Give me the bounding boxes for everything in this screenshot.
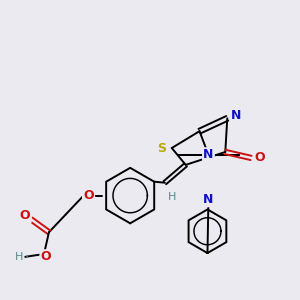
Text: O: O [20, 209, 31, 222]
Text: S: S [158, 142, 166, 154]
Text: H: H [168, 192, 176, 202]
Text: O: O [83, 189, 94, 202]
Text: O: O [255, 152, 265, 164]
Text: H: H [15, 252, 23, 262]
Text: N: N [231, 109, 242, 122]
Text: O: O [41, 250, 51, 263]
Text: ·: · [25, 250, 29, 264]
Text: N: N [203, 148, 214, 161]
Text: N: N [203, 193, 214, 206]
